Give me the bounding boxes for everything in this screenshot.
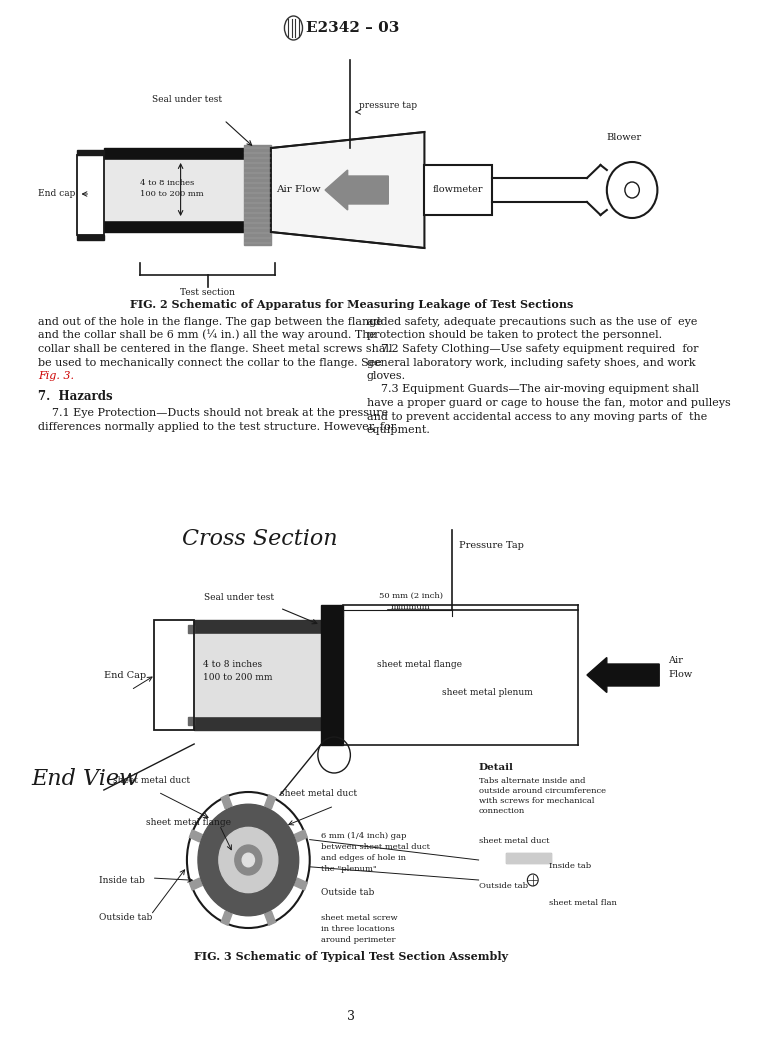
Text: Flow: Flow [668, 670, 692, 679]
Text: Air Flow: Air Flow [276, 185, 321, 195]
Bar [244, 145, 271, 245]
Bar [321, 605, 343, 745]
Text: general laboratory work, including safety shoes, and work: general laboratory work, including safet… [366, 357, 696, 367]
Text: E2342 – 03: E2342 – 03 [306, 21, 399, 35]
Text: sheet metal flange: sheet metal flange [377, 660, 462, 669]
Text: Outside tab: Outside tab [100, 913, 152, 922]
Text: End Cap: End Cap [103, 670, 146, 680]
FancyBboxPatch shape [189, 879, 202, 890]
Text: Seal under test: Seal under test [152, 95, 222, 104]
Text: 100 to 200 mm: 100 to 200 mm [140, 191, 204, 198]
Text: Test section: Test section [180, 288, 235, 297]
Text: sheet metal plenum: sheet metal plenum [443, 688, 534, 697]
FancyBboxPatch shape [265, 794, 275, 809]
Text: with screws for mechanical: with screws for mechanical [478, 797, 594, 805]
Text: outside around circumference: outside around circumference [478, 787, 605, 795]
Polygon shape [271, 132, 425, 248]
Text: FIG. 2 Schematic of Apparatus for Measuring Leakage of Test Sections: FIG. 2 Schematic of Apparatus for Measur… [130, 299, 573, 310]
Text: 7.1 Eye Protection—Ducts should not break at the pressure: 7.1 Eye Protection—Ducts should not brea… [38, 408, 388, 418]
Circle shape [219, 828, 278, 892]
Text: 6 mm (1/4 inch) gap: 6 mm (1/4 inch) gap [321, 832, 406, 840]
Text: sheet metal duct: sheet metal duct [478, 837, 549, 845]
Text: End cap: End cap [38, 189, 75, 199]
Text: 7.2 Safety Clothing—Use safety equipment required  for: 7.2 Safety Clothing—Use safety equipment… [366, 344, 698, 354]
Text: sheet metal screw: sheet metal screw [321, 914, 398, 922]
Text: collar shall be centered in the flange. Sheet metal screws shall: collar shall be centered in the flange. … [38, 344, 392, 354]
Circle shape [235, 845, 262, 874]
Text: around perimeter: around perimeter [321, 936, 395, 944]
Text: sheet metal duct: sheet metal duct [113, 776, 190, 785]
Text: sheet metal flan: sheet metal flan [549, 899, 617, 907]
Text: minimum: minimum [391, 603, 431, 611]
Text: Air: Air [668, 656, 683, 665]
Text: have a proper guard or cage to house the fan, motor and pulleys: have a proper guard or cage to house the… [366, 398, 731, 408]
Text: Outside tab: Outside tab [478, 882, 527, 890]
Text: 7.  Hazards: 7. Hazards [38, 390, 113, 404]
Bar [194, 716, 325, 730]
Text: Detail: Detail [478, 763, 513, 772]
FancyBboxPatch shape [295, 879, 307, 890]
Text: Blower: Blower [607, 133, 642, 142]
Text: End View: End View [32, 768, 138, 790]
FancyArrow shape [587, 658, 659, 692]
Text: gloves.: gloves. [366, 371, 406, 381]
Bar [77, 155, 103, 235]
Text: 7.3 Equipment Guards—The air-moving equipment shall: 7.3 Equipment Guards—The air-moving equi… [366, 384, 699, 395]
Circle shape [198, 805, 299, 916]
Text: pressure tap: pressure tap [359, 101, 418, 110]
Text: 4 to 8 inches: 4 to 8 inches [140, 179, 194, 187]
Bar [194, 620, 325, 634]
FancyBboxPatch shape [221, 794, 232, 809]
Text: Cross Section: Cross Section [182, 528, 338, 550]
Text: equipment.: equipment. [366, 425, 430, 435]
Text: Seal under test: Seal under test [205, 593, 275, 602]
Text: flowmeter: flowmeter [433, 185, 483, 195]
FancyBboxPatch shape [221, 911, 232, 925]
Text: added safety, adequate precautions such as the use of  eye: added safety, adequate precautions such … [366, 318, 697, 327]
Text: 3: 3 [347, 1010, 356, 1023]
Bar [194, 634, 325, 716]
Bar [103, 148, 262, 160]
Text: Inside tab: Inside tab [549, 862, 591, 870]
Text: and the collar shall be 6 mm (¼ in.) all the way around. The: and the collar shall be 6 mm (¼ in.) all… [38, 330, 376, 340]
Text: 50 mm (2 inch): 50 mm (2 inch) [379, 592, 443, 600]
Bar [506, 853, 551, 863]
Text: and out of the hole in the flange. The gap between the flange: and out of the hole in the flange. The g… [38, 318, 383, 327]
Text: Pressure Tap: Pressure Tap [459, 541, 524, 550]
Bar [103, 220, 262, 232]
Bar [103, 160, 262, 220]
Text: 100 to 200 mm: 100 to 200 mm [203, 672, 272, 682]
FancyBboxPatch shape [295, 830, 307, 842]
Text: in three locations: in three locations [321, 925, 394, 933]
Text: and edges of hole in: and edges of hole in [321, 854, 405, 862]
Bar [425, 166, 492, 215]
Text: the "plenum": the "plenum" [321, 865, 377, 873]
Text: FIG. 3 Schematic of Typical Test Section Assembly: FIG. 3 Schematic of Typical Test Section… [194, 951, 508, 962]
Text: connection: connection [478, 807, 525, 815]
Text: and to prevent accidental access to any moving parts of  the: and to prevent accidental access to any … [366, 411, 707, 422]
FancyBboxPatch shape [189, 830, 202, 842]
Bar [506, 853, 551, 863]
FancyArrow shape [325, 170, 388, 210]
Text: Inside tab: Inside tab [100, 875, 145, 885]
Text: 4 to 8 inches: 4 to 8 inches [203, 660, 262, 669]
FancyBboxPatch shape [265, 911, 275, 925]
Bar [187, 625, 194, 633]
Bar [187, 717, 194, 725]
Circle shape [242, 854, 254, 867]
Text: sheet metal flange: sheet metal flange [146, 818, 231, 827]
Bar [153, 620, 194, 730]
Text: protection should be taken to protect the personnel.: protection should be taken to protect th… [366, 330, 662, 340]
Text: differences normally applied to the test structure. However, for: differences normally applied to the test… [38, 422, 396, 432]
Text: sheet metal duct: sheet metal duct [280, 789, 357, 798]
Bar [77, 150, 103, 155]
Text: Outside tab: Outside tab [321, 888, 374, 897]
Text: between sheet metal duct: between sheet metal duct [321, 843, 429, 850]
Text: Fig. 3.: Fig. 3. [38, 371, 74, 381]
Bar [77, 235, 103, 240]
Text: Tabs alternate inside and: Tabs alternate inside and [478, 777, 585, 785]
Text: be used to mechanically connect the collar to the flange. See: be used to mechanically connect the coll… [38, 357, 382, 367]
